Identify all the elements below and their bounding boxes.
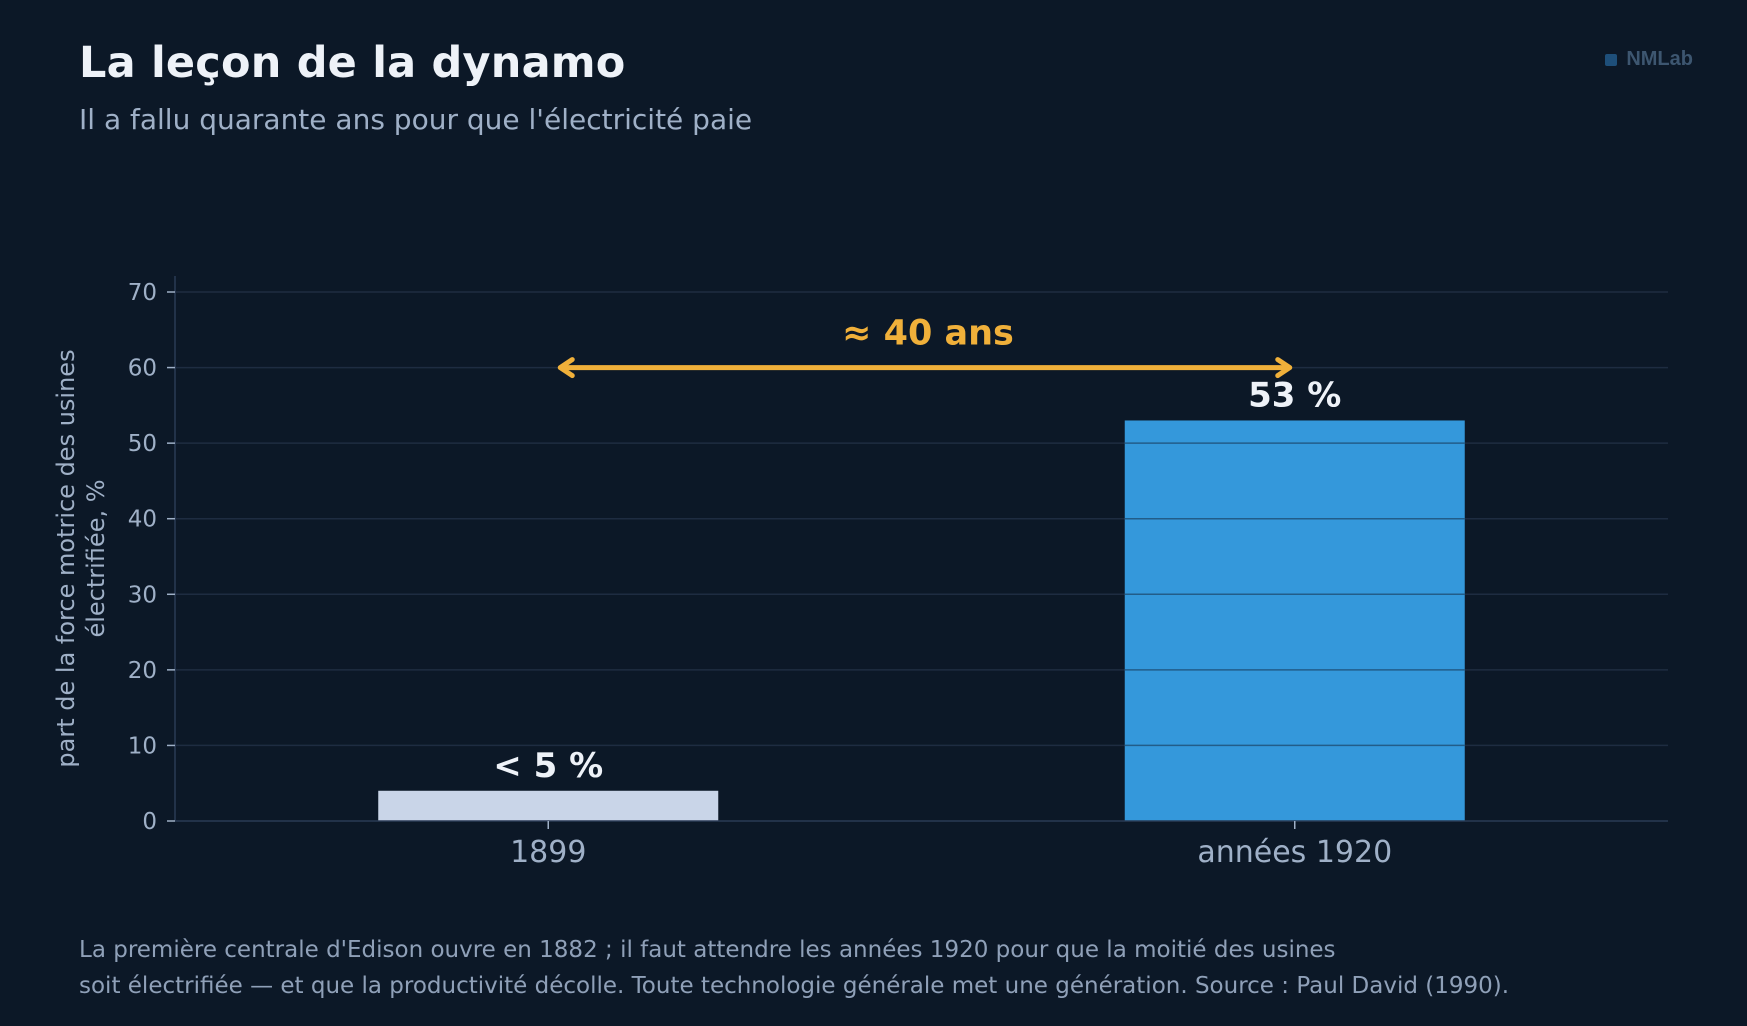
footnote-line-1: La première centrale d'Edison ouvre en 1… (79, 937, 1336, 963)
annotation-arrow-head-left (557, 357, 575, 379)
data-label-1: < 5 % (493, 746, 603, 786)
y-tick-label: 20 (128, 658, 157, 684)
footnote: La première centrale d'Edison ouvre en 1… (79, 932, 1679, 1004)
x-tick-label: années 1920 (1197, 835, 1392, 870)
y-tick-label: 0 (142, 809, 157, 835)
y-tick-label: 60 (128, 356, 157, 382)
y-tick-label: 70 (128, 280, 157, 306)
brand-name: NMLab (1626, 48, 1693, 70)
y-axis-label-line-1: part de la force motrice des usines (52, 349, 80, 767)
y-tick-label: 50 (128, 431, 157, 457)
x-tick-label: 1899 (510, 835, 586, 870)
annotation-label: ≈ 40 ans (842, 314, 1014, 354)
y-tick-label: 30 (128, 582, 157, 608)
brand-logo: NMLab (1605, 48, 1693, 71)
square-logo-icon (1605, 53, 1618, 66)
annotation-arrow-head-right (1275, 357, 1293, 379)
y-axis-label-line-2: électrifiée, % (82, 479, 110, 637)
footnote-line-2: soit électrifiée — et que la productivit… (79, 973, 1510, 999)
chart-title: La leçon de la dynamo (79, 38, 626, 88)
bar-1 (378, 790, 719, 821)
y-tick-label: 40 (128, 507, 157, 533)
data-label-2: 53 % (1248, 375, 1341, 415)
bar-2 (1124, 420, 1465, 821)
y-tick-label: 10 (128, 733, 157, 759)
chart-subtitle: Il a fallu quarante ans pour que l'élect… (79, 103, 753, 136)
